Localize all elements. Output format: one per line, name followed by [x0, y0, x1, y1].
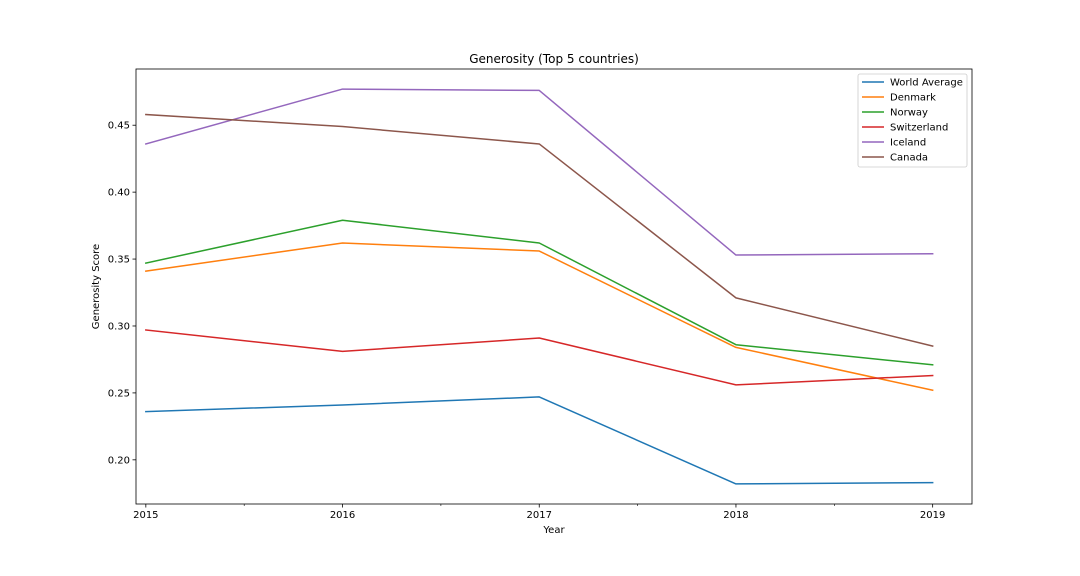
y-tick-label: 0.25: [108, 388, 130, 399]
x-tick-label: 2017: [527, 510, 552, 521]
legend-label-world-average: World Average: [890, 78, 963, 89]
series-lines: [144, 88, 934, 485]
series-line-switzerland: [145, 329, 934, 386]
y-axis-title: Generosity Score: [91, 244, 102, 329]
legend: World Average Denmark Norway Switzerland Ice…: [857, 73, 968, 168]
legend-label-norway: Norway: [890, 108, 928, 119]
y-tick-label: 0.45: [108, 121, 130, 132]
chart-title: Generosity (Top 5 countries): [469, 52, 639, 66]
x-axis-title: Year: [542, 525, 565, 536]
legend-label-iceland: Iceland: [890, 138, 926, 149]
series-line-denmark: [144, 242, 934, 392]
x-tick-label: 2016: [330, 510, 355, 521]
x-tick-label: 2018: [723, 510, 748, 521]
plot-area-frame: [135, 68, 973, 505]
series-line-norway: [144, 219, 934, 366]
series-line-world-average: [145, 396, 934, 485]
y-tick-label: 0.30: [108, 321, 130, 332]
legend-label-denmark: Denmark: [890, 93, 936, 104]
y-tick-label: 0.35: [108, 255, 130, 266]
series-line-iceland: [144, 88, 934, 256]
x-tick-label: 2019: [920, 510, 945, 521]
legend-label-switzerland: Switzerland: [890, 123, 948, 134]
y-axis-ticks: 0.20 0.25 0.30 0.35 0.40 0.45: [108, 121, 136, 466]
x-tick-label: 2015: [133, 510, 158, 521]
legend-label-canada: Canada: [890, 153, 928, 164]
series-line-canada: [145, 113, 934, 347]
y-tick-label: 0.40: [108, 188, 130, 199]
y-tick-label: 0.20: [108, 455, 130, 466]
legend-frame: [857, 73, 968, 168]
